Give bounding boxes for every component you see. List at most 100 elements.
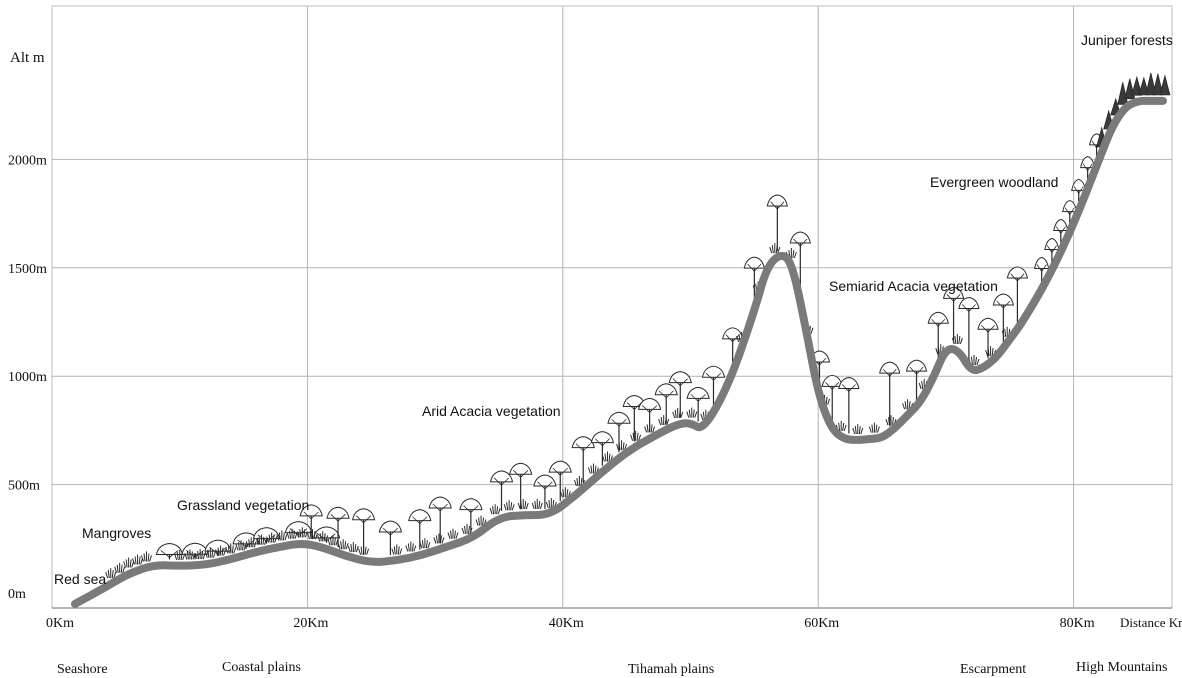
shrub-stem [632, 432, 635, 441]
axis-tick-labels: 0m 500m 1000m 1500m 2000m 0Km 20Km 40Km 60Km 80Km [8, 153, 1095, 631]
tree-branches [412, 516, 428, 525]
shrub-stem [510, 502, 513, 511]
shrub-stem [120, 564, 123, 573]
shrub-stem [304, 531, 308, 538]
region-label-high-mountains: High Mountains [1076, 660, 1167, 675]
shrub-icon [286, 528, 298, 539]
region-label-tihamah-plains: Tihamah plains [628, 662, 714, 677]
shrub-stem [243, 544, 247, 551]
shrub-stem [225, 547, 229, 554]
shrub-stem [769, 246, 773, 254]
shrub-icon [503, 500, 515, 511]
shrub-stem [464, 525, 467, 534]
shrub-stem [482, 517, 485, 526]
juniper-tree-icon [1131, 75, 1143, 96]
juniper-crown [1131, 75, 1143, 96]
y-axis-title: Alt m [10, 50, 45, 66]
shrub-stem [503, 504, 507, 511]
shrub-stem [875, 424, 878, 433]
juniper-crown [1152, 73, 1164, 96]
shrub-stem [810, 327, 814, 334]
shrub-stem [217, 547, 220, 556]
shrub-stem [566, 489, 569, 498]
shrub-stem [149, 555, 152, 562]
shrub-icon [951, 333, 963, 345]
shrub-stem [573, 479, 577, 487]
region-label-seashore: Seashore [57, 662, 108, 677]
shrub-stem [294, 532, 298, 539]
tree-branches [1055, 226, 1066, 235]
shrub-stem [594, 465, 597, 474]
shrub-stem [538, 500, 541, 510]
tree-branches [1073, 186, 1084, 195]
shrub-stem [531, 502, 535, 510]
acacia-tree-icon [821, 374, 843, 424]
juniper-tree-icon [1152, 73, 1164, 96]
acacia-tree-icon [299, 504, 323, 539]
shrub-icon [852, 424, 864, 435]
tree-branches [237, 539, 256, 548]
shrub-stem [461, 527, 465, 535]
shrub-stem [211, 549, 214, 558]
shrub-stem [902, 403, 906, 410]
shrub-stem [1001, 330, 1005, 337]
shrub-stem [937, 346, 940, 355]
shrub-stem [587, 467, 591, 474]
shrub-stem [700, 413, 704, 421]
shrub-icon [204, 547, 216, 558]
tree-branches [594, 438, 610, 447]
tree-branches [552, 467, 568, 476]
zone-label-arid-acacia: Arid Acacia vegetation [422, 403, 561, 419]
shrub-stem [854, 425, 857, 435]
shrub-stem [233, 547, 237, 554]
shrub-stem [680, 411, 684, 419]
shrub-stem [212, 551, 216, 558]
acacia-tree-icon [766, 194, 788, 251]
shrub-stem [123, 561, 127, 568]
shrub-stem [447, 532, 451, 539]
juniper-crown [1159, 74, 1171, 96]
shrub-stem [125, 559, 128, 568]
shrub-stem [138, 556, 141, 565]
x-tick-label: 60Km [804, 616, 839, 631]
shrub-stem [496, 506, 499, 515]
tree-branches [1036, 264, 1047, 273]
shrub-stem [868, 426, 872, 433]
shrub-icon [559, 487, 571, 498]
shrub-icon [347, 542, 359, 553]
shrub-stem [985, 349, 989, 357]
shrub-stem [793, 251, 797, 259]
shrub-icon [215, 545, 227, 556]
juniper-tree-icon [1159, 74, 1171, 96]
shrub-stem [317, 535, 321, 542]
shrub-stem [253, 541, 257, 548]
shrub-stem [958, 335, 961, 345]
shrub-stem [204, 551, 208, 558]
grass-clump-icon [155, 542, 184, 560]
shrub-stem [419, 542, 423, 549]
shrub-icon [235, 540, 247, 551]
shrub-stem [650, 424, 653, 433]
shrub-stem [427, 542, 431, 549]
shrub-stem [517, 502, 521, 510]
acacia-tree-icon [927, 311, 949, 361]
shrub-icon [276, 530, 288, 541]
acacia-tree-icon [590, 431, 614, 466]
shrub-icon [531, 498, 543, 510]
juniper-tree-icon [1145, 72, 1157, 96]
shrub-stem [552, 499, 555, 509]
tree-branches [432, 503, 448, 512]
shrub-stem [660, 416, 663, 426]
shrub-stem [887, 417, 890, 426]
evergreen-tree-icon [1034, 256, 1050, 284]
juniper-tree-icon [1138, 76, 1150, 96]
shrub-stem [405, 545, 409, 552]
shrub-stem [364, 546, 367, 555]
shrub-stem [201, 550, 204, 560]
shrub-stem [425, 540, 428, 549]
acacia-tree-icon [701, 365, 726, 407]
shrub-stem [827, 398, 831, 406]
shrub-stem [207, 549, 210, 558]
